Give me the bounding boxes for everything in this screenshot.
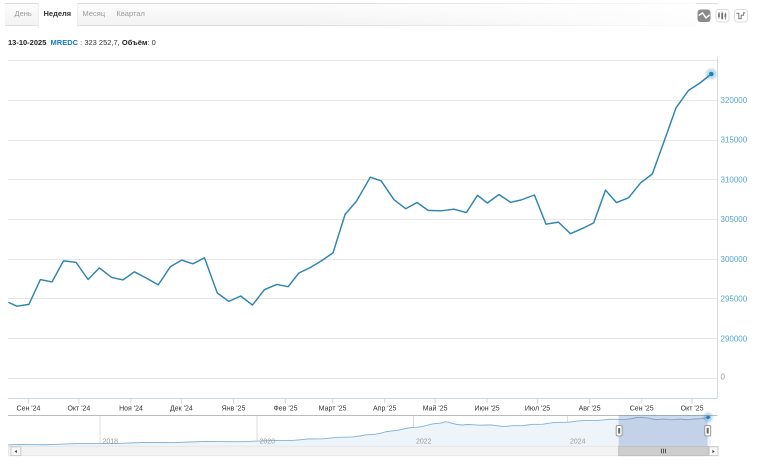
svg-text:Авг '25: Авг '25 <box>579 406 601 413</box>
svg-text:Ноя '24: Ноя '24 <box>119 406 143 413</box>
svg-text:Сен '25: Сен '25 <box>630 406 654 413</box>
svg-text:300000: 300000 <box>721 255 748 264</box>
svg-text:290000: 290000 <box>721 334 748 343</box>
svg-text:Фев '25: Фев '25 <box>273 406 297 413</box>
svg-text:320000: 320000 <box>721 96 748 105</box>
svg-text:310000: 310000 <box>721 175 748 184</box>
svg-text:295000: 295000 <box>721 295 748 304</box>
svg-text:Янв '25: Янв '25 <box>222 406 246 413</box>
svg-text:305000: 305000 <box>721 215 748 224</box>
svg-text:Окт '25: Окт '25 <box>681 406 704 413</box>
svg-text:Июн '25: Июн '25 <box>474 406 499 413</box>
svg-text:Июл '25: Июл '25 <box>525 406 550 413</box>
svg-text:315000: 315000 <box>721 136 748 145</box>
svg-text:Апр '25: Апр '25 <box>373 406 397 413</box>
svg-text:Май '25: Май '25 <box>423 405 448 413</box>
svg-text:Дек '24: Дек '24 <box>170 406 193 413</box>
svg-text:2024: 2024 <box>570 439 586 446</box>
svg-text:2022: 2022 <box>416 439 432 446</box>
svg-text:Март '25: Март '25 <box>319 406 347 413</box>
svg-text:Окт '24: Окт '24 <box>67 406 90 413</box>
svg-text:2020: 2020 <box>260 439 276 446</box>
svg-text:Сен '24: Сен '24 <box>17 406 41 413</box>
svg-text:2018: 2018 <box>103 439 119 446</box>
svg-text:0: 0 <box>721 373 726 382</box>
